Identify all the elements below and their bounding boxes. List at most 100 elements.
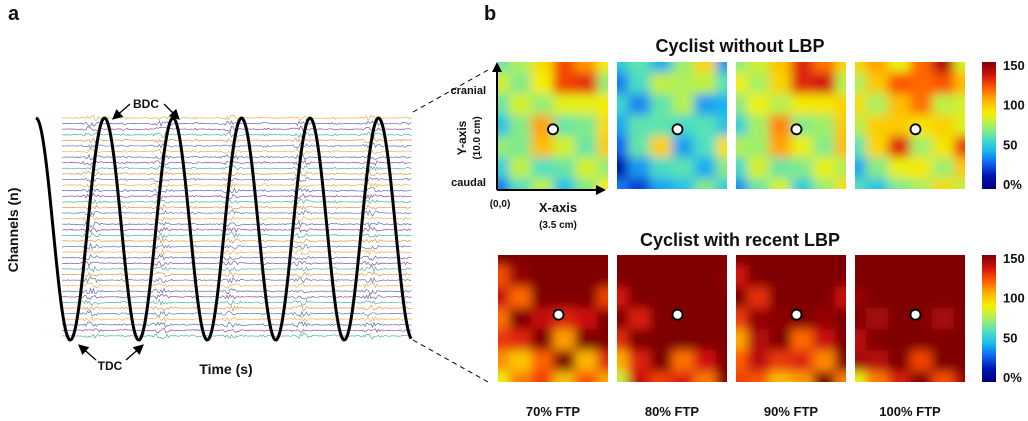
heatmap-cell bbox=[747, 62, 770, 74]
heatmap-cell bbox=[910, 93, 933, 116]
heatmap-cell bbox=[597, 157, 608, 180]
colorbar-tick: 50 bbox=[1003, 137, 1017, 152]
heatmap-cell bbox=[791, 136, 814, 159]
heatmap-cell bbox=[498, 307, 510, 331]
heatmap-cell bbox=[932, 136, 955, 159]
heatmap-cell bbox=[716, 62, 727, 74]
emg-channel-trace bbox=[62, 242, 412, 250]
heatmap-cell bbox=[531, 72, 554, 95]
heatmap-cell bbox=[910, 329, 933, 352]
heatmap-cell bbox=[888, 265, 911, 288]
heatmap-cell bbox=[813, 136, 836, 159]
heatmap-cell bbox=[855, 350, 867, 373]
heatmap-cell bbox=[910, 255, 933, 267]
heatmap-cell bbox=[509, 286, 532, 309]
emg-channel-trace bbox=[62, 321, 412, 329]
heatmap-cell bbox=[617, 93, 629, 116]
heatmap-cell bbox=[888, 255, 911, 267]
heatmap-cell bbox=[954, 255, 965, 267]
heatmap-cell bbox=[855, 265, 867, 288]
heatmap-cell bbox=[498, 178, 510, 189]
heatmap-cell bbox=[747, 136, 770, 159]
heatmap bbox=[617, 255, 727, 382]
heatmap-cell bbox=[932, 72, 955, 95]
heatmap-cell bbox=[954, 350, 965, 373]
heatmap-cell bbox=[835, 62, 846, 74]
heatmap-cell bbox=[932, 62, 955, 74]
emg-channel-trace bbox=[62, 220, 412, 229]
heatmap-cell bbox=[910, 286, 933, 309]
heatmap-cell bbox=[498, 136, 510, 159]
condition-label: 90% FTP bbox=[764, 404, 819, 419]
heatmap-cell bbox=[747, 93, 770, 116]
heatmap-cell bbox=[628, 371, 651, 382]
emg-channel-trace bbox=[62, 148, 412, 155]
heatmap-cell bbox=[650, 307, 673, 331]
heatmap-cell bbox=[791, 178, 814, 189]
heatmap-cell bbox=[888, 62, 911, 74]
heatmap-cell bbox=[747, 265, 770, 288]
heatmap-cell bbox=[575, 62, 598, 74]
heatmap-cell bbox=[932, 350, 955, 373]
emg-channel-trace bbox=[62, 226, 412, 234]
heatmap-cell bbox=[813, 93, 836, 116]
emg-channel-trace bbox=[62, 136, 412, 144]
pedal-cycle-curve bbox=[35, 116, 413, 342]
heatmap-cell bbox=[866, 114, 889, 138]
heatmap-cell bbox=[694, 371, 717, 382]
heatmap-cell bbox=[575, 178, 598, 189]
heatmap-cell bbox=[769, 265, 792, 288]
heatmap-cell bbox=[747, 307, 770, 331]
heatmap-cell bbox=[736, 157, 748, 180]
heatmap-cell bbox=[910, 265, 933, 288]
colorbars: 150 100 50 0% 150 100 50 0% bbox=[982, 58, 1025, 385]
heatmap-cell bbox=[769, 114, 792, 138]
heatmap-cell bbox=[628, 286, 651, 309]
y-axis-arrow bbox=[492, 62, 502, 190]
heatmap-cell bbox=[888, 93, 911, 116]
heatmap-cell bbox=[791, 350, 814, 373]
cranial-label: cranial bbox=[451, 85, 486, 97]
heatmap-cell bbox=[747, 350, 770, 373]
heatmap-cell bbox=[736, 136, 748, 159]
heatmap-cell bbox=[694, 178, 717, 189]
heatmap-cell bbox=[617, 265, 629, 288]
heatmap-cell bbox=[769, 255, 792, 267]
heatmap-cell bbox=[813, 329, 836, 352]
heatmap-cell bbox=[888, 114, 911, 138]
heatmap-cell bbox=[650, 93, 673, 116]
heatmap-cell bbox=[769, 329, 792, 352]
heatmap-cell bbox=[855, 157, 867, 180]
heatmap-cell bbox=[597, 93, 608, 116]
heatmap-cell bbox=[932, 286, 955, 309]
heatmap-cell bbox=[932, 93, 955, 116]
heatmap-cell bbox=[650, 371, 673, 382]
emg-channel-trace bbox=[62, 260, 412, 267]
heatmap-cell bbox=[954, 371, 965, 382]
emg-channel-trace bbox=[62, 327, 412, 334]
heatmap-cell bbox=[855, 286, 867, 309]
heatmap-cell bbox=[672, 72, 695, 95]
heatmap-cell bbox=[910, 72, 933, 95]
heatmap-cell bbox=[716, 307, 727, 331]
heatmap-cell bbox=[736, 72, 748, 95]
heatmap-cell bbox=[628, 157, 651, 180]
row2-title: Cyclist with recent LBP bbox=[640, 230, 840, 250]
heatmap-cell bbox=[498, 72, 510, 95]
heatmap-cell bbox=[888, 136, 911, 159]
center-marker bbox=[909, 123, 922, 136]
heatmap-cell bbox=[813, 286, 836, 309]
heatmap-cell bbox=[736, 178, 748, 189]
heatmap-cell bbox=[716, 371, 727, 382]
heatmap-cell bbox=[531, 265, 554, 288]
heatmap-cell bbox=[553, 62, 576, 74]
heatmap-cell bbox=[866, 157, 889, 180]
heatmap-cell bbox=[672, 265, 695, 288]
heatmap-cell bbox=[954, 307, 965, 331]
heatmap-cell bbox=[628, 114, 651, 138]
heatmap-cell bbox=[736, 93, 748, 116]
heatmap-cell bbox=[716, 265, 727, 288]
heatmap-cell bbox=[694, 350, 717, 373]
heatmap-cell bbox=[888, 329, 911, 352]
